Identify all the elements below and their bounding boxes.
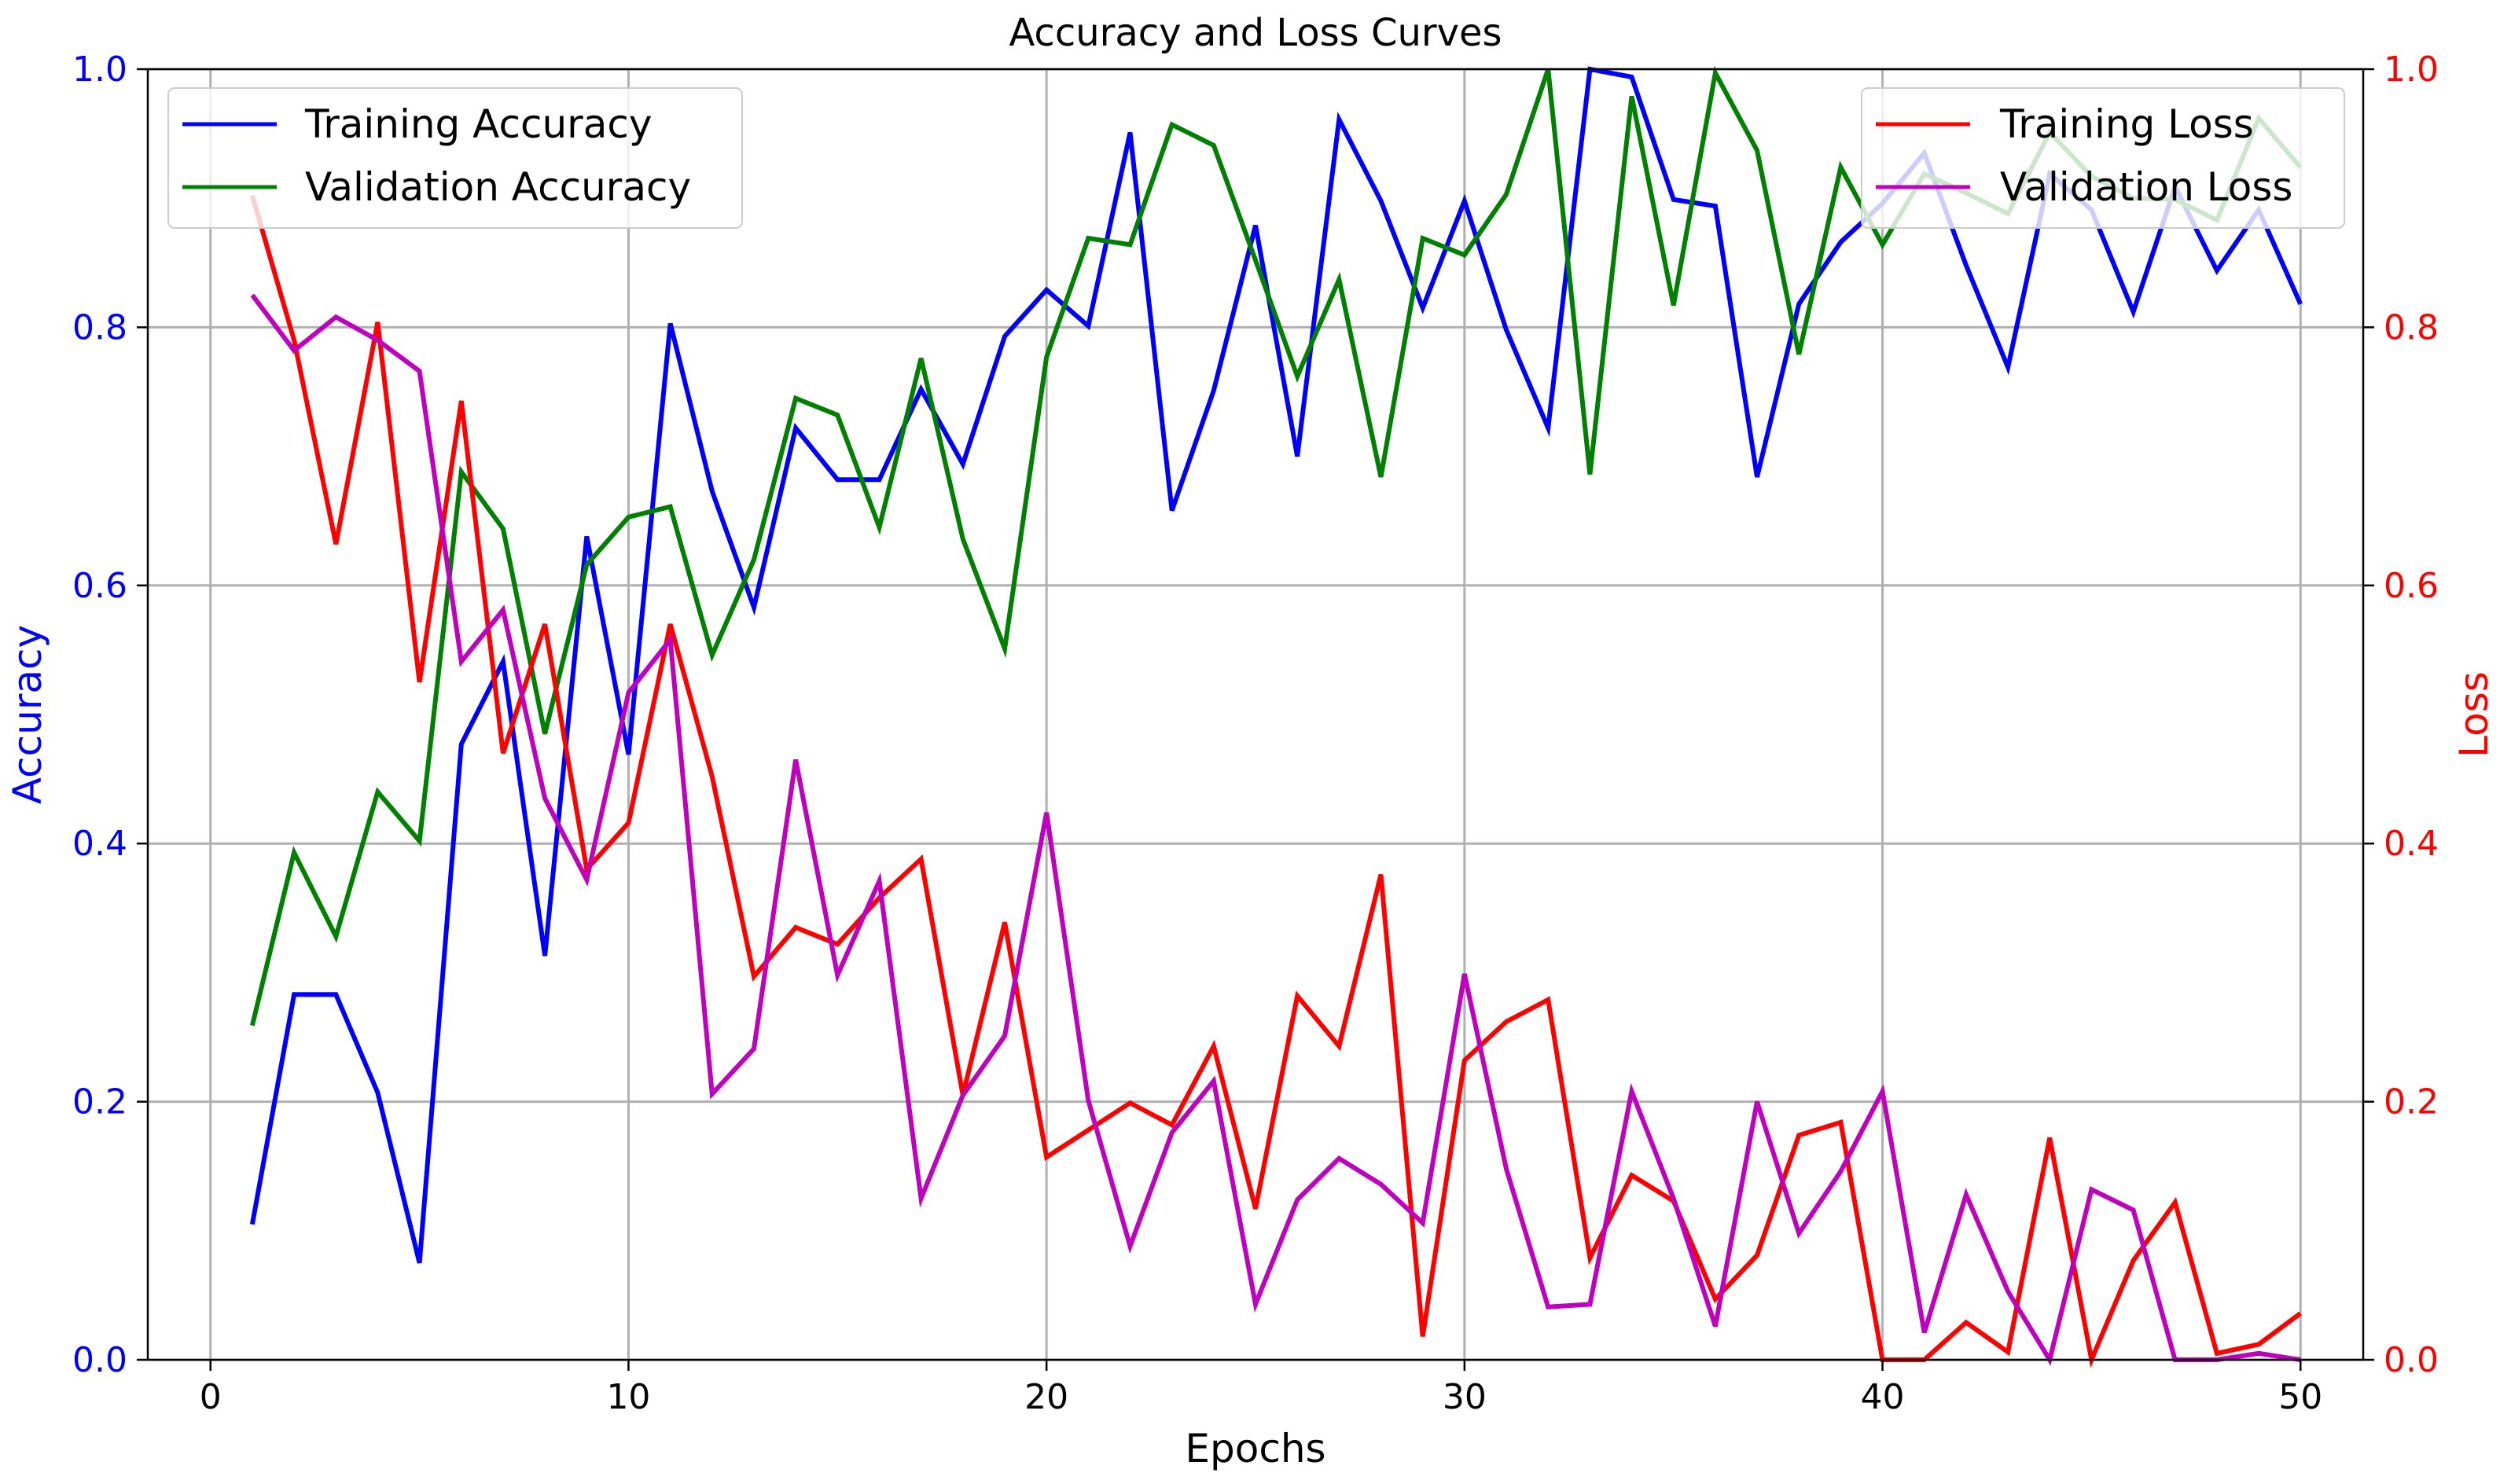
series-line-training-accuracy xyxy=(249,66,2303,1264)
y-axis-label-left: Accuracy xyxy=(5,625,50,804)
y-right-tick-label: 1.0 xyxy=(2384,50,2439,90)
legend-accuracy: Training Accuracy Validation Accuracy xyxy=(167,87,743,229)
y-left-tick-label: 0.0 xyxy=(72,1340,127,1380)
legend-loss: Training Loss Validation Loss xyxy=(1861,87,2345,229)
x-tick-label: 10 xyxy=(606,1377,650,1417)
y-right-tick-label: 0.0 xyxy=(2384,1340,2439,1380)
x-tick-label: 30 xyxy=(1443,1377,1487,1417)
y-right-tick-label: 0.6 xyxy=(2384,566,2439,606)
x-tick-label: 50 xyxy=(2278,1377,2322,1417)
series-line-validation-loss xyxy=(250,293,2301,1366)
y-right-tick-label: 0.8 xyxy=(2384,307,2439,347)
y-axis-label-right: Loss xyxy=(2451,671,2497,758)
x-tick-label: 20 xyxy=(1024,1377,1068,1417)
legend-validation-loss-label: Validation Loss xyxy=(2000,164,2292,210)
y-right-tick-label: 0.4 xyxy=(2384,824,2439,864)
legend-accuracy-box xyxy=(167,87,743,229)
plot-frame xyxy=(146,68,2365,1361)
y-left-tick-label: 0.2 xyxy=(72,1082,127,1122)
x-axis-label: Epochs xyxy=(1185,1426,1325,1471)
x-tick-label: 0 xyxy=(200,1377,222,1417)
y-left-tick-label: 0.4 xyxy=(72,824,127,864)
legend-training-loss-label: Training Loss xyxy=(1999,101,2254,147)
ticks-layer: 0 10 20 30 40 50 0.0 0.2 0.4 0.6 0.8 1.0 0.0 0.2 0.4 0.… xyxy=(72,50,2439,1417)
x-tick-label: 40 xyxy=(1861,1377,1905,1417)
y-right-tick-label: 0.2 xyxy=(2384,1082,2439,1122)
legend-validation-accuracy-label: Validation Accuracy xyxy=(305,164,691,210)
y-left-tick-label: 0.6 xyxy=(72,566,127,606)
chart-title: Accuracy and Loss Curves xyxy=(1009,11,1502,55)
legend-loss-box xyxy=(1861,87,2345,229)
y-left-tick-label: 0.8 xyxy=(72,307,127,347)
y-left-tick-label: 1.0 xyxy=(72,50,127,90)
series-line-training-loss xyxy=(250,195,2302,1368)
legend-training-accuracy-label: Training Accuracy xyxy=(304,101,652,147)
